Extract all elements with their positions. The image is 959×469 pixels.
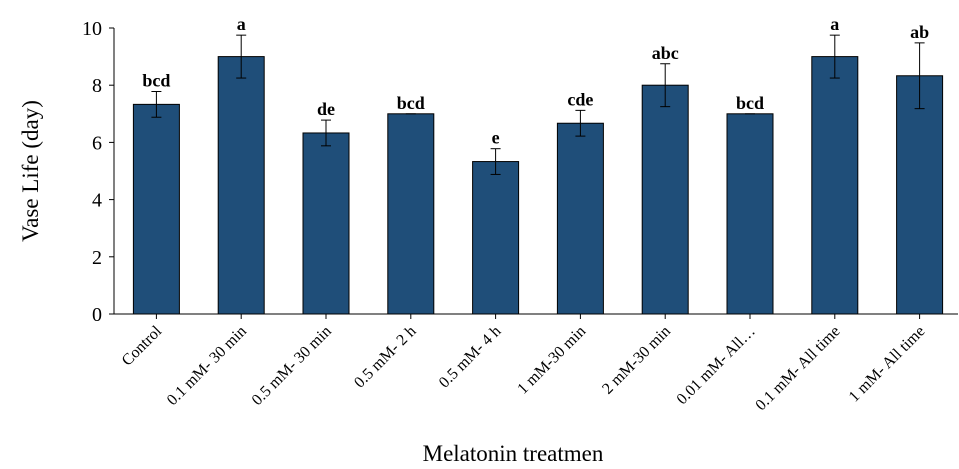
significance-letter: a [237, 14, 246, 34]
bar [556, 122, 604, 315]
bar [302, 132, 350, 315]
x-tick-label: 0.1 mM- 30 min [164, 323, 250, 409]
bar [726, 113, 774, 315]
y-axis-title: Vase Life (day) [18, 100, 43, 242]
significance-letters: bcd a de bcd e cde abc bcd a ab [142, 14, 929, 148]
bar [811, 56, 859, 315]
significance-letter: cde [567, 89, 593, 109]
x-tick-label: 0.5 mM- 30 min [249, 323, 335, 409]
bar [641, 84, 689, 315]
significance-letter: de [317, 99, 335, 119]
significance-letter: e [492, 128, 500, 148]
significance-letter: bcd [736, 93, 764, 113]
significance-letter: abc [652, 43, 679, 63]
x-tick-label: 2 mM-30 min [599, 323, 674, 398]
axes [113, 28, 958, 315]
bar [387, 113, 435, 315]
y-tick-label: 0 [92, 304, 102, 326]
x-tick-label: Control [119, 322, 166, 369]
x-axis-title: Melatonin treatmen [423, 441, 604, 466]
x-tick-label: 1 mM-30 min [514, 323, 589, 398]
x-tick-label: 0.5 mM- 2 h [351, 323, 420, 392]
bar [472, 161, 520, 315]
y-tick-label: 2 [92, 247, 102, 269]
y-tick-label: 10 [82, 18, 102, 40]
y-tick-label: 8 [92, 75, 102, 97]
y-axis-ticks: 0 2 4 6 8 10 [82, 18, 114, 326]
error-bars [151, 34, 925, 175]
x-tick-label: 1 mM- All time [846, 323, 929, 406]
significance-letter: a [830, 14, 839, 34]
x-tick-label: 0.5 mM- 4 h [436, 323, 505, 392]
x-tick-label: 0.01 mM- All… [674, 323, 759, 408]
x-tick-label: 0.1 mM- All time [752, 323, 843, 414]
significance-letter: ab [910, 22, 929, 42]
significance-letter: bcd [397, 93, 425, 113]
significance-letter: bcd [142, 70, 170, 90]
bar [217, 56, 265, 315]
y-tick-label: 6 [92, 132, 102, 154]
y-tick-label: 4 [92, 190, 102, 212]
bars [132, 56, 944, 315]
bar [896, 75, 944, 315]
bar [132, 103, 180, 315]
